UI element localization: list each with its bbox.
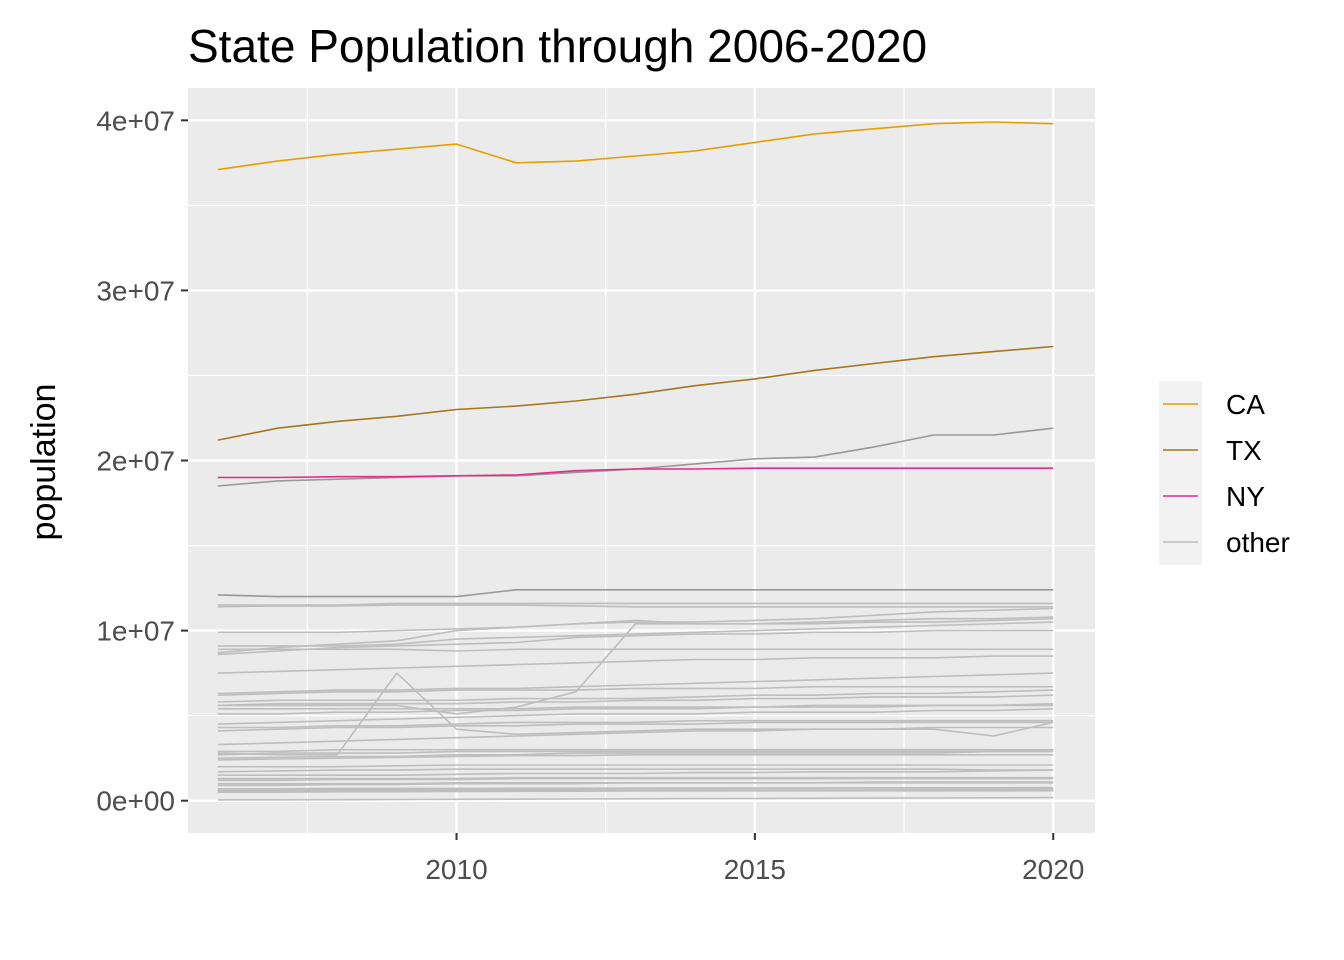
- series-line-other: [217, 616, 1054, 654]
- series-line-other: [217, 602, 1054, 606]
- series-line-other: [217, 750, 1054, 759]
- legend-key-background: [1159, 381, 1202, 565]
- series-line-other: [217, 685, 1054, 696]
- series-line-other: [217, 617, 1054, 715]
- series-line-other: [217, 648, 1054, 652]
- series-line-other: [217, 753, 1054, 761]
- series-line-other: [217, 672, 1054, 695]
- series-line-other: [217, 719, 1054, 729]
- y-tick-label: 2e+07: [96, 446, 175, 477]
- x-tick-label: 2010: [425, 854, 487, 885]
- y-tick-label: 1e+07: [96, 616, 175, 647]
- y-axis-title: population: [25, 384, 63, 541]
- x-tick-label: 2015: [724, 854, 786, 885]
- y-tick-label: 3e+07: [96, 275, 175, 306]
- series-line-other: [217, 796, 1054, 801]
- legend-label-other: other: [1226, 527, 1290, 558]
- y-tick-label: 0e+00: [96, 786, 175, 817]
- series-line-other: [217, 769, 1054, 777]
- legend: CA TX NY other: [1159, 381, 1290, 565]
- series-line-other: [217, 768, 1054, 773]
- series-line-other: [217, 776, 1054, 780]
- series-line-other: [217, 694, 1054, 707]
- series-line-tx: [217, 345, 1054, 441]
- series-line-other: [217, 726, 1054, 746]
- series-line-other: [217, 621, 1054, 647]
- series-line-ca: [217, 121, 1054, 171]
- series-line-ny: [217, 467, 1054, 479]
- series-line-other: [217, 789, 1054, 793]
- series-line-other: [217, 629, 1054, 656]
- series-line-other: [217, 708, 1054, 725]
- series-lines: [217, 121, 1054, 801]
- series-line-other: [217, 777, 1054, 782]
- major-gridlines: [188, 88, 1095, 833]
- y-tick-label: 4e+07: [96, 105, 175, 136]
- series-line-other: [217, 672, 1054, 756]
- series-line-other: [217, 704, 1054, 715]
- series-line-other: [217, 750, 1054, 756]
- x-tick-label: 2020: [1022, 854, 1084, 885]
- series-line-other: [217, 764, 1054, 768]
- series-line-other: [217, 604, 1054, 608]
- series-line-other: [217, 655, 1054, 674]
- legend-label-tx: TX: [1226, 435, 1262, 466]
- series-line-other: [217, 781, 1054, 787]
- series-line-other: [217, 689, 1054, 703]
- legend-label-ny: NY: [1226, 481, 1265, 512]
- series-line-other: [217, 588, 1054, 598]
- series-line-other: [217, 748, 1054, 753]
- legend-label-ca: CA: [1226, 389, 1265, 420]
- axes: 2010 2015 2020 0e+00 1e+07 2e+07 3e+07 4e+07: [96, 105, 1084, 885]
- chart-title: State Population through 2006-2020: [188, 20, 927, 72]
- series-line-other: [217, 607, 1054, 634]
